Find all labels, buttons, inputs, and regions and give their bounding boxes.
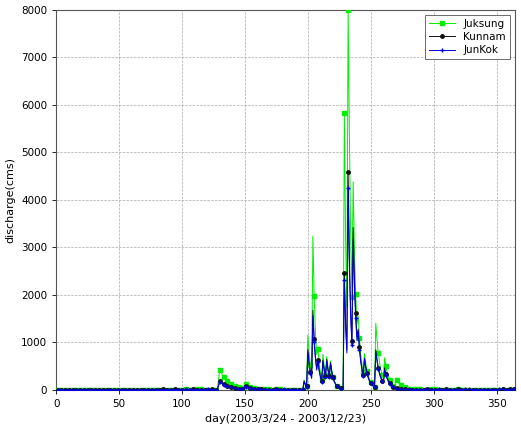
Legend: Juksung, Kunnam, JunKok: Juksung, Kunnam, JunKok [425,15,510,59]
JunKok [180,387,187,392]
JunKok [512,387,518,392]
Kunnam [151,387,157,393]
JunKok [54,387,60,393]
Juksung [512,387,518,392]
Line: Kunnam: Kunnam [56,171,517,392]
Kunnam [54,387,60,393]
Juksung [448,387,454,392]
Juksung [345,7,351,12]
Juksung [237,385,243,390]
Kunnam [237,386,243,391]
JunKok [151,387,157,393]
JunKok [239,387,245,392]
Juksung [492,387,499,392]
JunKok [448,387,454,392]
Juksung [180,387,187,392]
Kunnam [512,387,518,392]
Juksung [151,387,157,393]
X-axis label: day(2003/3/24 - 2003/12/23): day(2003/3/24 - 2003/12/23) [205,415,366,424]
Y-axis label: discharge(cms): discharge(cms) [6,157,16,243]
Kunnam [492,387,499,392]
Kunnam [180,387,187,392]
Line: JunKok: JunKok [55,185,518,392]
Juksung [239,385,245,390]
JunKok [492,387,499,392]
Juksung [54,387,60,393]
Kunnam [345,170,351,175]
JunKok [237,386,243,391]
Kunnam [448,387,454,392]
Line: Juksung: Juksung [56,8,517,392]
Kunnam [239,386,245,391]
JunKok [345,185,351,190]
